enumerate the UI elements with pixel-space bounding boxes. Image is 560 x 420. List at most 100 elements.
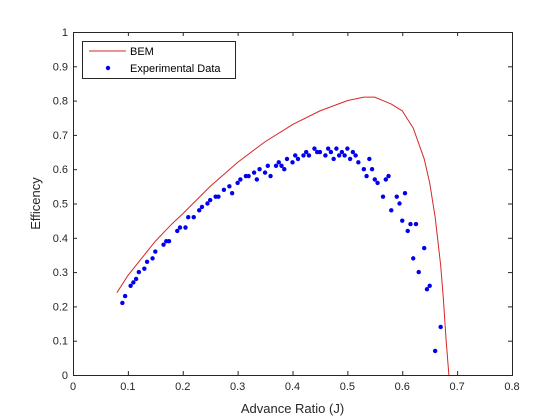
y-tick-label: 0.1	[53, 336, 68, 348]
x-axis-title: Advance Ratio (J)	[241, 401, 344, 416]
data-point	[411, 256, 416, 261]
data-point	[380, 194, 386, 199]
data-point	[400, 218, 405, 223]
data-point	[251, 170, 257, 175]
y-tick-label: 0.7	[53, 130, 68, 142]
legend-label: BEM	[130, 46, 154, 58]
data-point	[262, 170, 268, 175]
data-point	[397, 201, 402, 206]
data-point	[361, 167, 367, 172]
data-point	[191, 215, 196, 220]
data-point	[136, 269, 142, 275]
data-point	[161, 242, 166, 247]
data-point	[295, 156, 301, 162]
data-point	[221, 187, 227, 192]
legend: BEM Experimental Data	[82, 41, 236, 79]
x-axis: 0 0.1 0.2 0.3 0.4 0.5 0.6 0.7 0.8	[70, 32, 520, 393]
data-point	[216, 194, 221, 199]
data-point	[424, 287, 430, 292]
data-point	[375, 180, 380, 186]
data-point	[142, 266, 147, 271]
data-point	[402, 191, 408, 196]
data-point	[345, 146, 350, 151]
data-point	[290, 160, 295, 165]
data-point	[133, 276, 139, 282]
legend-swatch-marker	[105, 65, 111, 71]
data-point	[328, 149, 334, 155]
data-point	[422, 245, 427, 251]
data-point	[347, 156, 353, 162]
data-point	[350, 149, 356, 155]
data-point	[166, 239, 172, 244]
data-point	[254, 177, 260, 182]
x-tick-label: 0.3	[230, 381, 245, 393]
x-tick-label: 0.5	[340, 381, 355, 393]
data-point	[207, 197, 213, 203]
y-tick-label: 0.4	[53, 233, 68, 245]
data-point	[334, 146, 339, 151]
data-point	[279, 163, 284, 168]
data-point	[304, 149, 309, 155]
data-point	[177, 225, 183, 230]
y-axis-title: Efficency	[28, 177, 43, 230]
data-point	[197, 208, 202, 213]
data-point	[389, 208, 394, 213]
x-tick-label: 0.1	[120, 381, 135, 393]
data-point	[153, 249, 158, 254]
data-point	[128, 283, 133, 289]
y-axis: 0 0.1 0.2 0.3 0.4 0.5 0.6 0.7 0.8 0.9 1	[53, 27, 512, 382]
data-point	[257, 167, 262, 172]
x-tick-label: 0.6	[395, 381, 410, 393]
data-point	[386, 173, 391, 179]
data-point	[227, 184, 232, 189]
data-point	[235, 180, 240, 186]
y-tick-label: 0.6	[53, 164, 68, 176]
data-point	[186, 215, 191, 220]
data-point	[427, 283, 432, 289]
data-point	[175, 228, 180, 234]
data-point	[312, 146, 317, 151]
data-point	[408, 221, 413, 227]
data-point	[353, 153, 358, 158]
data-point	[229, 191, 235, 196]
data-point	[265, 163, 271, 168]
data-point	[183, 225, 188, 230]
data-point	[199, 204, 205, 210]
data-point	[356, 160, 361, 165]
x-tick-label: 0.8	[504, 381, 519, 393]
data-point	[369, 167, 375, 172]
data-point	[273, 163, 279, 168]
x-tick-label: 0.7	[449, 381, 464, 393]
data-point	[325, 146, 331, 151]
y-tick-label: 1	[62, 27, 68, 39]
data-point	[276, 160, 281, 165]
data-point	[416, 269, 421, 275]
data-point	[336, 153, 342, 158]
data-point	[238, 177, 243, 182]
data-point	[144, 259, 150, 265]
data-point	[246, 173, 251, 179]
y-tick-label: 0	[62, 370, 68, 382]
data-point	[205, 201, 210, 206]
legend-box	[82, 41, 236, 79]
data-point	[383, 177, 388, 182]
x-tick-label: 0	[70, 381, 76, 393]
data-point	[122, 293, 128, 299]
data-point	[367, 156, 372, 162]
plot-border	[73, 32, 513, 376]
bem-line	[116, 96, 450, 376]
data-point	[372, 177, 378, 182]
data-point	[301, 153, 306, 158]
data-point	[131, 280, 136, 285]
y-tick-label: 0.3	[53, 267, 68, 279]
data-point	[342, 153, 347, 158]
y-tick-label: 0.5	[53, 199, 68, 211]
data-point	[282, 167, 287, 172]
data-point	[438, 324, 443, 330]
y-tick-label: 0.8	[53, 96, 68, 108]
data-point	[339, 149, 345, 155]
data-point	[306, 153, 312, 158]
data-point	[150, 256, 155, 261]
data-point	[331, 156, 336, 162]
